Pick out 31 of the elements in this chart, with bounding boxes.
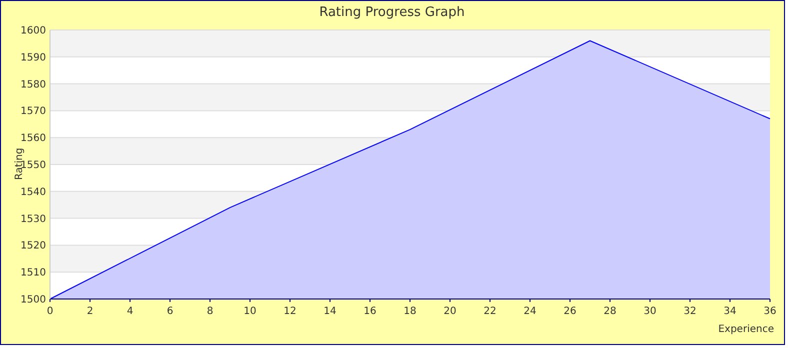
x-tick-label: 2 [86,306,94,317]
x-tick-label: 26 [564,306,576,317]
x-tick-label: 0 [46,306,54,317]
x-tick-label: 10 [244,306,256,317]
x-tick-label: 18 [404,306,416,317]
x-tick-label: 14 [324,306,336,317]
x-tick-label: 34 [724,306,736,317]
x-tick-label: 30 [644,306,656,317]
x-tick-label: 12 [284,306,296,317]
y-tick-label: 1600 [20,26,46,36]
x-tick-label: 36 [764,306,776,317]
x-tick-label: 24 [524,306,536,317]
y-tick-label: 1570 [20,106,46,118]
x-tick-label: 6 [166,306,174,317]
y-tick-label: 1510 [20,268,46,279]
y-tick-label: 1500 [20,294,46,306]
y-tick-label: 1590 [20,52,46,64]
y-tick-label: 1580 [20,79,46,90]
x-tick-label: 28 [604,306,616,317]
x-tick-label: 8 [206,306,214,317]
x-tick-label: 4 [126,306,134,317]
x-tick-label: 22 [484,306,496,317]
x-tick-label: 32 [684,306,696,317]
chart-title: Rating Progress Graph [319,5,465,20]
y-tick-label: 1520 [20,240,46,252]
y-tick-label: 1540 [20,186,46,198]
y-tick-label: 1560 [20,133,46,144]
x-tick-label: 16 [364,306,376,317]
y-tick-label: 1530 [20,214,46,225]
x-tick-label: 20 [444,306,456,317]
x-axis-title: Experience [718,324,774,335]
